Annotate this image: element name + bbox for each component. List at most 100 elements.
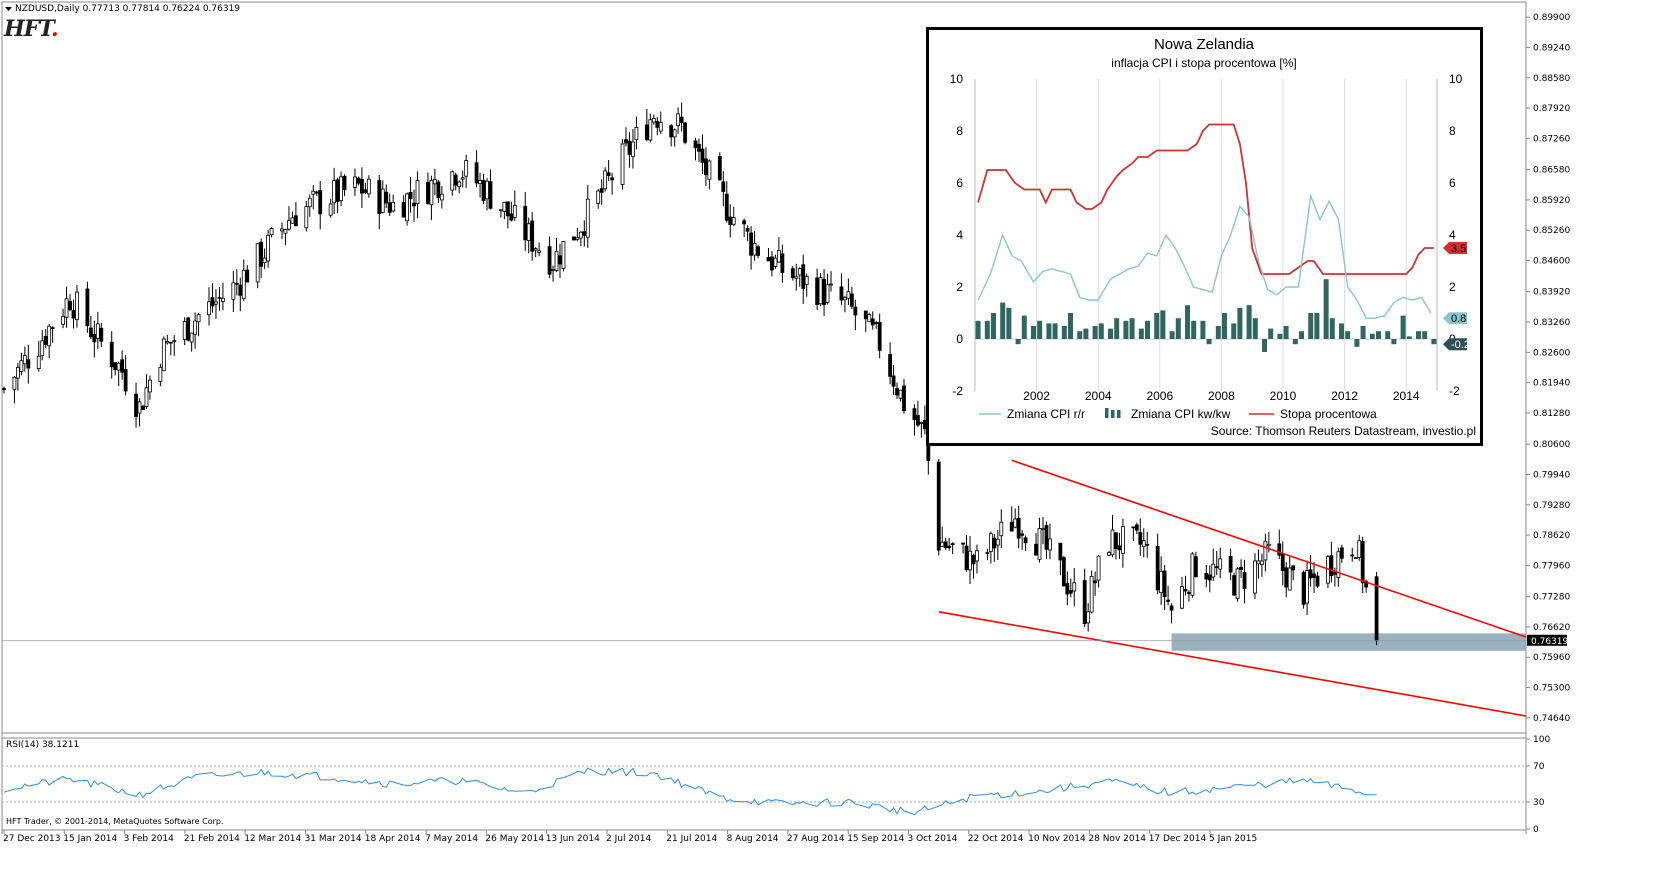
candle-body [307,197,312,208]
candle-body [1013,518,1018,528]
price-tick-label: 0.87920 [1533,104,1570,114]
price-tick-label: 0.88580 [1533,74,1570,84]
inset-y-tick-left: 4 [956,228,963,242]
candle-body [1260,560,1264,565]
candle-body [825,284,830,303]
inset-y-tick-right: 8 [1449,124,1456,138]
candle-body [134,393,138,417]
candle-body [1009,521,1014,532]
rsi-tick-label: 30 [1533,798,1545,808]
candle-body [88,327,93,338]
candle-body [353,176,357,188]
candle-body [1023,537,1028,544]
inset-y-tick-left: 10 [950,72,964,86]
rsi-tick-label: 70 [1533,762,1545,772]
cpi-qq-bar [1200,320,1206,339]
candle-body [1284,567,1289,588]
candle-body [43,335,48,345]
current-price-label: 0.76319 [1531,637,1568,647]
candle-body [262,257,267,263]
cpi-yy-line [977,193,1432,319]
cpi-qq-bar [1092,326,1098,339]
cpi-qq-bar [1169,331,1175,339]
cpi-qq-bar [1283,326,1289,339]
cpi-qq-bar [1215,326,1221,339]
candle-body [1204,573,1209,580]
candle-body [1086,611,1091,624]
candle-body [898,389,903,399]
candle-body [1207,574,1212,581]
cpi-qq-bar [1144,320,1150,339]
candle-body [238,284,243,296]
candle-body [339,176,343,202]
candle-body [1093,580,1098,584]
candle-body [1131,526,1136,529]
price-tick-label: 0.77960 [1533,561,1570,571]
candle-body [773,257,778,267]
candle-body [450,171,455,191]
candle-body [2,388,6,390]
price-tick-label: 0.74640 [1533,714,1570,724]
candle-body [231,282,236,300]
candle-body [1266,543,1271,547]
candle-body [1044,525,1049,550]
candle-body [19,360,24,372]
candle-body [1287,567,1292,591]
end-label-text: 0.8 [1451,313,1466,325]
candle-body [1159,570,1164,594]
cpi-qq-bar [1422,331,1428,339]
candle-body [770,256,774,271]
rsi-tick-label: 100 [1533,735,1550,745]
date-tick-label: 28 Nov 2014 [1088,834,1146,844]
cpi-qq-bar [1406,336,1412,339]
date-tick-label: 8 Aug 2014 [727,834,779,844]
candle-body [505,201,510,217]
candle-body [47,325,52,347]
candle-body [1263,540,1268,561]
candle-body [801,264,806,289]
candle-body [342,175,347,191]
candle-body [1114,532,1118,549]
cpi-qq-bar [1206,339,1212,345]
inset-y-tick-left: 8 [956,124,963,138]
candle-body [485,180,489,200]
candle-body [1193,556,1198,578]
cpi-qq-bar [1277,333,1283,339]
inset-title: Nowa Zelandia [1154,36,1255,53]
candle-body [165,340,170,344]
cpi-qq-bar [1385,331,1391,339]
candle-body [752,242,757,256]
candle-body [843,296,847,301]
candle-body [1134,524,1139,531]
inset-source: Source: Thomson Reuters Datastream, inve… [1211,424,1476,438]
candle-body [1089,575,1094,613]
cpi-qq-bar [1031,326,1037,339]
candle-body [318,190,323,215]
candle-body [380,188,385,213]
price-tick-label: 0.84600 [1533,257,1570,267]
candle-body [1239,566,1243,571]
price-tick-label: 0.83920 [1533,288,1570,298]
candle-body [797,268,802,276]
candle-body [85,288,90,326]
legend-swatch-cpi-qq [1111,410,1115,418]
cpi-qq-bar [1083,328,1089,339]
lower-trendline [938,610,1527,717]
candle-body [766,257,771,262]
legend-rate: Stopa procentowa [1280,407,1377,421]
cpi-qq-bar [1268,328,1274,339]
end-label-text: 3.5 [1451,243,1466,255]
candle-body [1228,556,1233,573]
date-tick-label: 15 Jan 2014 [63,834,117,844]
candle-body [1305,570,1309,604]
candle-body [207,301,211,316]
candle-body [874,322,879,325]
candle-body [64,298,69,318]
candle-body [961,542,965,545]
symbol-menu-icon[interactable] [4,4,14,14]
candle-body [116,362,121,371]
candle-body [575,237,580,240]
candle-body [429,180,434,206]
candle-body [1301,572,1306,605]
